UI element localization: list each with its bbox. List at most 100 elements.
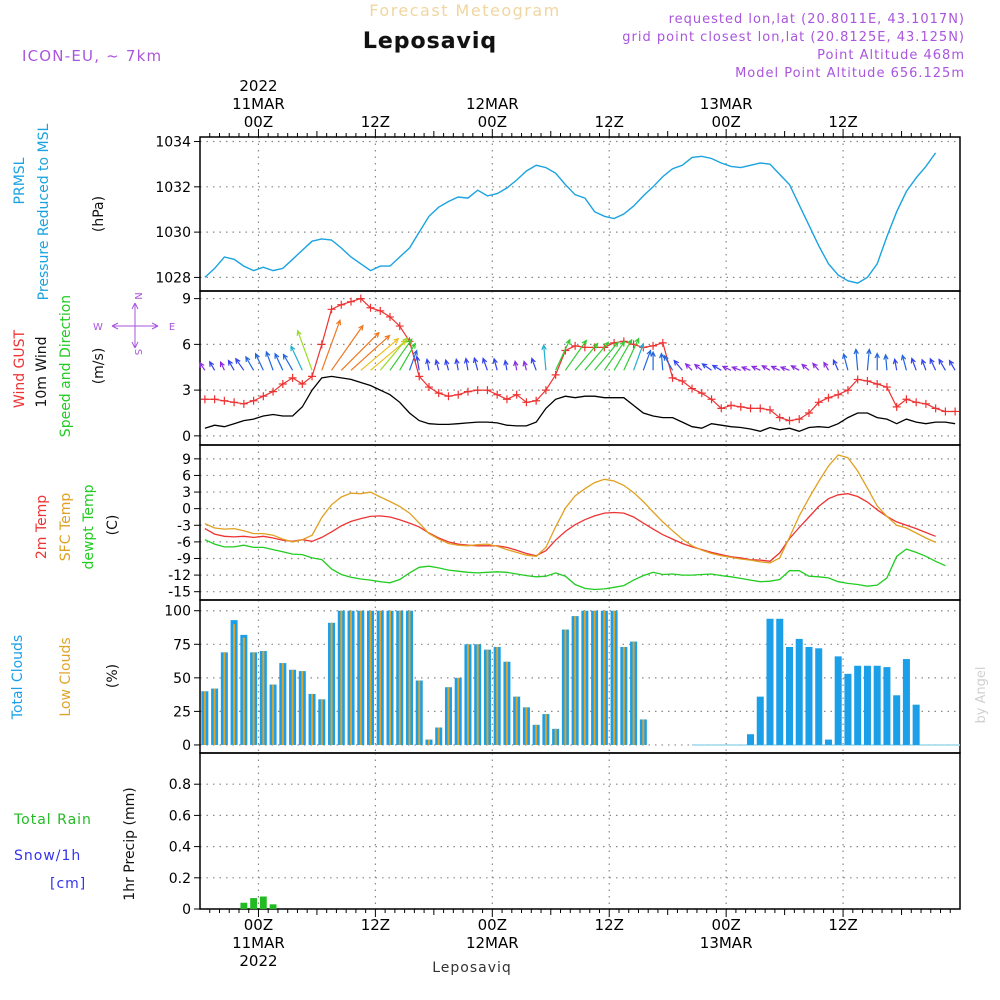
- low-clouds-bar: [398, 610, 401, 745]
- wind-direction-arrow: [673, 359, 683, 371]
- wind-direction-arrow: [594, 341, 619, 371]
- low-clouds-bar: [252, 652, 255, 745]
- ytick-label-precip: 0.6: [169, 808, 191, 824]
- ytick-label-temperature: 6: [182, 468, 191, 484]
- ytick-label-clouds: 75: [173, 637, 191, 653]
- wind-gust-marker: [366, 303, 375, 312]
- wind-direction-arrow: [350, 334, 391, 371]
- wind-direction-arrow: [389, 338, 413, 371]
- wind-direction-arrow: [265, 350, 274, 371]
- temp-dewpt-line: [204, 539, 946, 591]
- time-label-top: 11MAR: [232, 95, 285, 113]
- temp-sfc-line: [204, 454, 936, 564]
- wind-direction-arrow: [522, 360, 528, 371]
- wind-gust-marker: [278, 380, 287, 389]
- wind-direction-arrow: [492, 357, 498, 371]
- ytick-label-wind: 9: [182, 292, 191, 308]
- wind-direction-arrow: [623, 337, 640, 371]
- temp-sfc-label: SFC Temp: [58, 493, 74, 562]
- wind-direction-arrow: [503, 359, 509, 371]
- wind-gust-marker: [541, 386, 550, 395]
- wind-gust-marker: [746, 404, 755, 413]
- wind-gust-marker: [580, 343, 589, 352]
- time-label-bottom: 00Z: [244, 916, 273, 934]
- total-clouds-bar: [805, 646, 813, 745]
- low-clouds-bar: [466, 644, 469, 745]
- point-altitude: Point Altitude 468m: [817, 48, 965, 63]
- low-clouds-bar: [642, 719, 645, 745]
- low-clouds-bar: [476, 644, 479, 745]
- temp-dewpt-label: dewpt Temp: [81, 484, 97, 569]
- snow-bar: [252, 904, 255, 909]
- total-clouds-bar: [844, 673, 852, 745]
- wind-direction-arrow: [321, 319, 342, 371]
- wind-direction-arrow: [425, 357, 431, 371]
- temp-2m-line: [204, 493, 936, 562]
- total-clouds-bar: [893, 695, 901, 745]
- wind-gust-marker: [259, 392, 268, 401]
- wind-gust-marker: [434, 389, 443, 398]
- total-clouds-bar: [756, 696, 764, 745]
- wind-direction-arrow: [770, 365, 780, 371]
- wind-gust-marker: [308, 372, 317, 381]
- wind-gust-marker: [775, 413, 784, 422]
- wind-direction-arrow: [434, 358, 440, 371]
- ytick-label-temperature: -9: [177, 551, 191, 567]
- watermark: by Angel: [974, 666, 989, 723]
- frame-pressure: [199, 136, 961, 292]
- wind-direction-arrow: [633, 342, 645, 371]
- wind-direction-arrow: [513, 359, 519, 371]
- total-clouds-bar: [863, 665, 871, 745]
- snow-bar: [242, 907, 246, 909]
- wind-direction-arrow: [454, 357, 460, 371]
- ytick-label-pressure: 1032: [155, 180, 191, 196]
- wind-gust-marker: [317, 340, 326, 349]
- footer-location: Leposaviq: [432, 960, 512, 976]
- requested-coords: requested lon,lat (20.8011E, 43.1017N): [669, 12, 965, 27]
- wind-direction-arrow: [282, 353, 294, 371]
- low-clouds-bar: [593, 610, 596, 745]
- ytick-label-precip: 0: [182, 902, 191, 918]
- low-clouds-bar: [272, 684, 275, 745]
- temp-2m-label: 2m Temp: [34, 495, 50, 559]
- wind-gust-marker: [931, 404, 940, 413]
- wind-gust-marker: [688, 384, 697, 393]
- total-clouds-bar: [854, 665, 862, 745]
- wind-direction-arrow: [245, 355, 255, 371]
- wind-speed-dir-label: Speed and Direction: [58, 295, 74, 437]
- wind-direction-arrow: [659, 352, 665, 371]
- wind-direction-arrow: [274, 352, 284, 371]
- wind-direction-arrow: [811, 362, 820, 371]
- low-clouds-bar: [457, 677, 460, 745]
- wind-gust-marker: [882, 383, 891, 392]
- wind-gust-marker: [795, 415, 804, 424]
- total-clouds-bar: [902, 659, 910, 745]
- wind-direction-arrow: [530, 357, 537, 371]
- low-clouds-bar: [535, 724, 538, 745]
- wind-gust-marker: [269, 387, 278, 396]
- rain-bar: [250, 898, 257, 909]
- time-label-top: 12Z: [595, 113, 624, 131]
- wind-10m-label: 10m Wind: [34, 336, 50, 407]
- wind-gust-marker: [649, 341, 658, 350]
- wind-gust-marker: [298, 380, 307, 389]
- compass-west: W: [93, 322, 103, 333]
- low-clouds-bar: [515, 696, 518, 745]
- wind-gust-marker: [249, 396, 258, 405]
- pressure-unit: (hPa): [91, 196, 107, 232]
- compass-rose: W E N S: [93, 292, 175, 355]
- compass-south: S: [132, 349, 143, 355]
- wind-direction-arrow: [832, 358, 839, 371]
- wind-direction-arrow: [740, 366, 751, 372]
- wind-direction-arrow: [444, 358, 450, 371]
- wind-gust-marker: [483, 386, 492, 395]
- snow-bar: [271, 905, 275, 909]
- low-clouds-bar: [408, 610, 411, 745]
- wind-direction-arrow: [750, 365, 761, 371]
- time-label-top: 00Z: [711, 113, 740, 131]
- wind-direction-arrow: [613, 338, 633, 371]
- wind-gust-marker: [288, 373, 297, 382]
